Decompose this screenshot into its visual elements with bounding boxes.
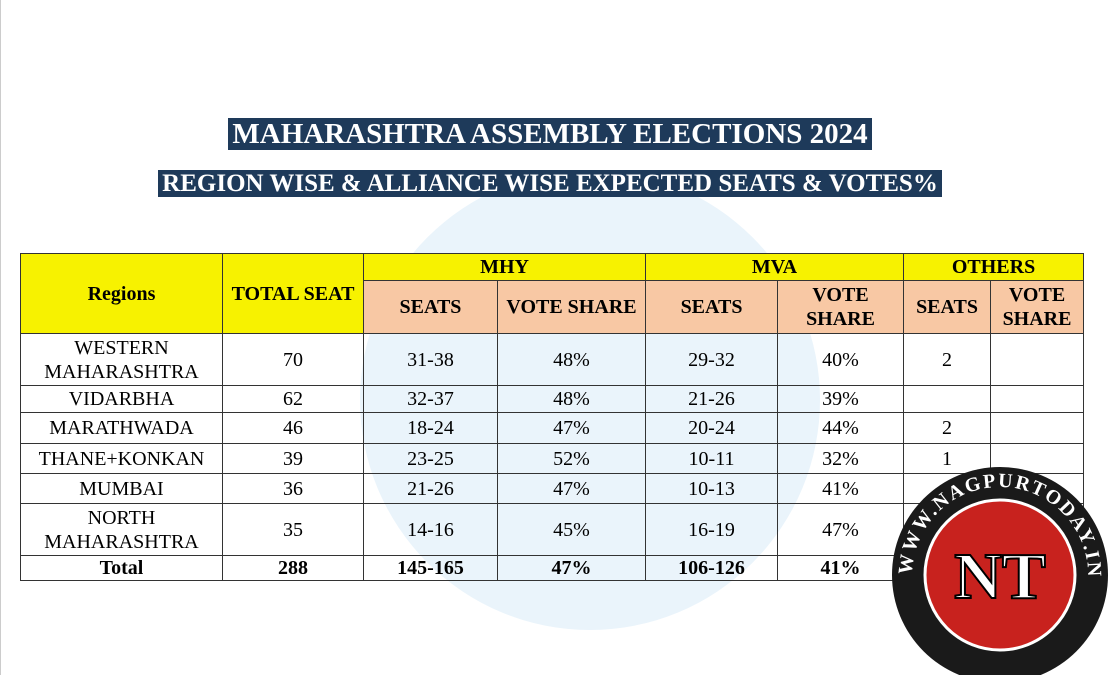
value-cell: 31-38 [363, 333, 498, 386]
subheader: SEATS [363, 280, 498, 334]
value-cell: 288 [222, 555, 364, 581]
group-header: TOTAL SEAT [222, 253, 364, 334]
title: MAHARASHTRA ASSEMBLY ELECTIONS 2024 [0, 118, 1100, 151]
table: Regions TOTAL SEAT MHY MVA OTHERS SEATS VOTE S… [20, 253, 1085, 581]
region-cell: MARATHWADA [20, 412, 223, 444]
region-cell: VIDARBHA [20, 385, 223, 413]
group-header: MHY [362, 253, 647, 281]
value-cell: 48% [496, 385, 647, 413]
subheader: SEATS [903, 280, 992, 334]
region-cell: MUMBAI [20, 473, 223, 504]
value-cell: 35 [222, 503, 364, 556]
value-cell [990, 385, 1085, 413]
header-row: Regions TOTAL SEAT MHY MVA OTHERS [20, 253, 1085, 334]
subtitle: REGION WISE & ALLIANCE WISE EXPECTED SEA… [0, 170, 1100, 198]
value-cell: 70 [222, 333, 364, 386]
region-cell: WESTERN MAHARASHTRA [20, 333, 223, 386]
value-cell: 52% [496, 443, 647, 474]
value-cell: 48% [496, 333, 647, 386]
data-row: VIDARBHA 62 32-37 48% 21-26 39% [20, 385, 1085, 413]
value-cell [990, 333, 1085, 386]
value-cell: 47% [777, 503, 905, 556]
title-text: MAHARASHTRA ASSEMBLY ELECTIONS 2024 [228, 118, 872, 150]
data-row: MARATHWADA 46 18-24 47% 20-24 44% 2 [20, 412, 1085, 444]
value-cell: 39 [222, 443, 364, 474]
value-cell: 41% [777, 555, 905, 581]
value-cell [990, 412, 1085, 444]
logo-text: NT [954, 540, 1046, 613]
value-cell: 45% [496, 503, 647, 556]
group-header: OTHERS [903, 253, 1085, 281]
value-cell: 32% [777, 443, 905, 474]
value-cell: 14-16 [363, 503, 498, 556]
group-header: MVA [645, 253, 905, 281]
value-cell: 41% [777, 473, 905, 504]
value-cell: 47% [496, 412, 647, 444]
value-cell: 47% [496, 555, 647, 581]
value-cell: 39% [777, 385, 905, 413]
value-cell: 145-165 [363, 555, 498, 581]
subheader: VOTE SHARE [777, 280, 905, 334]
logo-center [923, 498, 1077, 652]
value-cell: 23-25 [363, 443, 498, 474]
subheader: VOTE SHARE [496, 280, 647, 334]
value-cell: 10-11 [645, 443, 779, 474]
value-cell: 2 [903, 412, 992, 444]
value-cell: 47% [496, 473, 647, 504]
value-cell: 44% [777, 412, 905, 444]
value-cell: 106-126 [645, 555, 779, 581]
subtitle-text: REGION WISE & ALLIANCE WISE EXPECTED SEA… [158, 170, 942, 197]
value-cell: 20-24 [645, 412, 779, 444]
subheader-row: SEATS VOTE SHARE SEATS VOTE SHARE SEATS VOTE … [21, 280, 1085, 334]
region-cell: Total [20, 555, 223, 581]
subheader: VOTE SHARE [990, 280, 1085, 334]
subheader: SEATS [645, 280, 779, 334]
value-cell: 21-26 [363, 473, 498, 504]
value-cell: 18-24 [363, 412, 498, 444]
